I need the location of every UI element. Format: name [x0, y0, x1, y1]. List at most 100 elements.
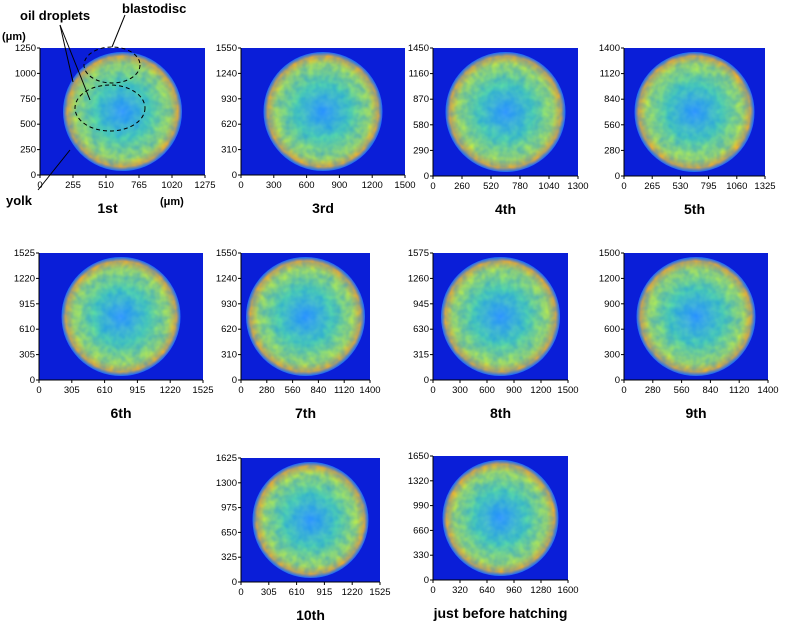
- x-tick-label: 795: [701, 181, 717, 192]
- x-tick-label: 765: [131, 180, 147, 191]
- x-tick-label: 1525: [369, 587, 390, 598]
- heatmap-texture: [246, 257, 365, 376]
- x-tick-label: 1325: [754, 181, 775, 192]
- x-tick-label: 610: [289, 587, 305, 598]
- x-tick-label: 1200: [362, 180, 383, 191]
- heatmap-texture: [263, 52, 383, 171]
- heatmap-texture: [63, 52, 182, 171]
- heatmap-texture: [61, 257, 181, 376]
- y-tick-label: 915: [19, 299, 35, 310]
- x-tick-label: 1500: [394, 180, 415, 191]
- x-tick-label: 1500: [557, 385, 578, 396]
- x-tick-label: 900: [331, 180, 347, 191]
- x-tick-label: 640: [479, 585, 495, 596]
- y-tick-label: 315: [413, 350, 429, 361]
- heatmap-texture: [636, 257, 756, 376]
- x-tick-label: 1525: [192, 385, 213, 396]
- panel-label: 5th: [684, 201, 705, 217]
- panel-label: 4th: [495, 201, 516, 217]
- y-tick-label: 0: [424, 375, 429, 386]
- y-unit: (μm): [2, 31, 26, 43]
- blastodisc-outline: [83, 46, 141, 84]
- panel-label: just before hatching: [433, 605, 568, 621]
- x-tick-label: 1020: [161, 180, 182, 191]
- annotations: (μm) (μm) oil droplets blastodisc yolk: [2, 1, 186, 208]
- x-tick-label: 560: [674, 385, 690, 396]
- y-tick-label: 310: [221, 350, 237, 361]
- panel-label: 8th: [490, 405, 511, 421]
- heatmap-texture: [252, 462, 369, 578]
- x-tick-label: 960: [506, 585, 522, 596]
- y-tick-label: 975: [221, 503, 237, 514]
- y-tick-label: 990: [413, 501, 429, 512]
- x-tick-label: 0: [621, 385, 626, 396]
- y-tick-label: 1320: [408, 476, 429, 487]
- x-tick-label: 510: [98, 180, 114, 191]
- x-tick-label: 530: [672, 181, 688, 192]
- x-tick-label: 265: [644, 181, 660, 192]
- y-tick-label: 1400: [599, 43, 620, 54]
- y-tick-label: 0: [232, 577, 237, 588]
- yolk-label: yolk: [6, 193, 33, 208]
- x-tick-label: 915: [129, 385, 145, 396]
- x-tick-label: 840: [310, 385, 326, 396]
- y-tick-label: 1200: [599, 273, 620, 284]
- heatmap-texture: [441, 257, 560, 376]
- y-tick-label: 0: [30, 375, 35, 386]
- y-tick-label: 1240: [216, 273, 237, 284]
- panel-label: 1st: [97, 200, 118, 216]
- heatmap-texture: [442, 460, 559, 576]
- y-tick-label: 1300: [216, 478, 237, 489]
- x-tick-label: 1300: [567, 181, 588, 192]
- y-tick-label: 650: [221, 527, 237, 538]
- heatmap-texture: [634, 52, 755, 172]
- x-tick-label: 305: [64, 385, 80, 396]
- x-tick-label: 600: [299, 180, 315, 191]
- y-tick-label: 930: [221, 94, 237, 105]
- y-tick-label: 620: [221, 324, 237, 335]
- y-tick-label: 0: [424, 171, 429, 182]
- y-tick-label: 0: [232, 170, 237, 181]
- x-tick-label: 305: [261, 587, 277, 598]
- x-tick-label: 320: [452, 585, 468, 596]
- x-tick-label: 280: [645, 385, 661, 396]
- x-tick-label: 1400: [359, 385, 380, 396]
- x-tick-label: 0: [238, 385, 243, 396]
- x-tick-label: 1220: [160, 385, 181, 396]
- x-tick-label: 0: [430, 585, 435, 596]
- y-tick-label: 250: [20, 145, 36, 156]
- y-tick-label: 660: [413, 525, 429, 536]
- panel-label: 3rd: [312, 200, 334, 216]
- x-tick-label: 915: [316, 587, 332, 598]
- y-tick-label: 325: [221, 552, 237, 563]
- x-tick-label: 1200: [530, 385, 551, 396]
- y-tick-label: 750: [20, 94, 36, 105]
- y-tick-label: 310: [221, 145, 237, 156]
- y-tick-label: 1000: [15, 68, 36, 79]
- y-tick-label: 305: [19, 350, 35, 361]
- x-tick-label: 0: [621, 181, 626, 192]
- x-tick-label: 1120: [729, 385, 749, 396]
- x-tick-label: 0: [238, 180, 243, 191]
- y-tick-label: 330: [413, 550, 429, 561]
- y-tick-label: 280: [604, 145, 620, 156]
- y-tick-label: 870: [413, 94, 429, 105]
- x-tick-label: 520: [483, 181, 499, 192]
- y-tick-label: 580: [413, 120, 429, 131]
- y-tick-label: 1525: [14, 248, 35, 259]
- x-tick-label: 1040: [538, 181, 559, 192]
- x-tick-label: 0: [430, 385, 435, 396]
- y-tick-label: 300: [604, 350, 620, 361]
- panels: 0 255 510 765 1020 1275 0 250 500 750 1000 1250 1st 0…: [14, 43, 779, 623]
- y-tick-label: 1120: [600, 69, 620, 80]
- x-tick-label: 280: [259, 385, 275, 396]
- x-tick-label: 260: [454, 181, 470, 192]
- x-tick-label: 0: [37, 180, 42, 191]
- x-tick-label: 840: [702, 385, 718, 396]
- y-tick-label: 945: [413, 299, 429, 310]
- x-tick-label: 0: [36, 385, 41, 396]
- x-tick-label: 1600: [557, 585, 578, 596]
- y-tick-label: 840: [604, 94, 620, 105]
- x-tick-label: 610: [97, 385, 113, 396]
- y-tick-label: 560: [604, 120, 620, 131]
